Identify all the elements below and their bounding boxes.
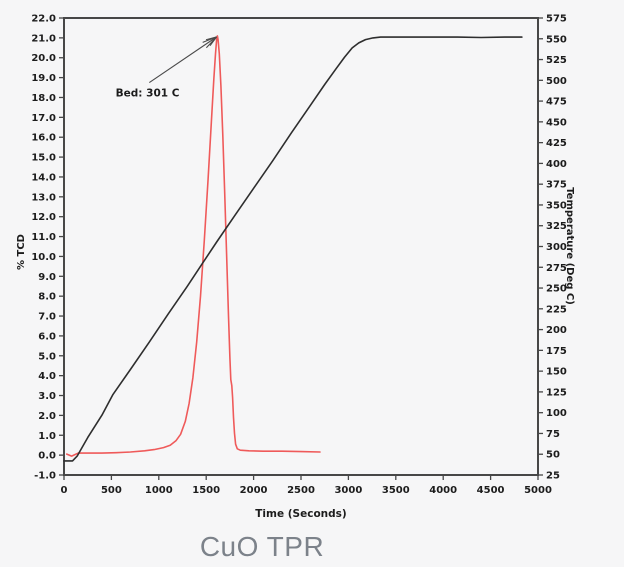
left-tick-label: 11.0 — [31, 232, 56, 243]
x-tick-label: 500 — [101, 485, 122, 496]
right-tick-label: 400 — [546, 159, 567, 170]
x-axis-title: Time (Seconds) — [255, 508, 346, 520]
right-tick-label: 225 — [546, 304, 567, 315]
right-tick-label: 200 — [546, 325, 567, 336]
left-tick-label: 13.0 — [31, 192, 56, 203]
right-tick-label: 125 — [546, 387, 567, 398]
left-tick-label: 12.0 — [31, 212, 56, 223]
left-tick-label: 14.0 — [31, 172, 56, 183]
right-tick-label: 250 — [546, 284, 567, 295]
left-tick-label: 2.0 — [38, 411, 56, 422]
left-axis-ticks: 22.0 21.0 20.0 19.0 18.0 17.0 16.0 15.0 14.0 13.0… — [31, 14, 64, 482]
x-tick-label: 0 — [61, 485, 68, 496]
left-tick-label: 21.0 — [31, 33, 56, 44]
x-tick-label: 3000 — [334, 485, 362, 496]
right-tick-label: 50 — [546, 450, 560, 461]
x-tick-label: 4000 — [429, 485, 457, 496]
right-tick-label: 150 — [546, 367, 567, 378]
right-tick-label: 375 — [546, 180, 567, 191]
right-axis-ticks: 575 550 525 500 475 450 425 400 375 350 325 300 275 2… — [538, 14, 567, 482]
left-tick-label: 0.0 — [38, 451, 56, 462]
left-tick-label: 4.0 — [38, 371, 56, 382]
chart-title: CuO TPR — [199, 531, 325, 562]
left-tick-label: 16.0 — [31, 133, 56, 144]
annotation-arrow-line — [149, 36, 217, 84]
peak-annotation: Bed: 301 C — [116, 36, 218, 99]
right-tick-label: 25 — [546, 471, 560, 482]
series-lines — [63, 35, 523, 462]
annotation-arrow-barb — [205, 36, 218, 49]
left-tick-label: 8.0 — [38, 292, 56, 303]
right-tick-label: 75 — [546, 429, 560, 440]
right-tick-label: 350 — [546, 200, 567, 211]
left-tick-label: 19.0 — [31, 73, 56, 84]
x-tick-label: 5000 — [524, 485, 552, 496]
right-axis-title: Temperature (Deg C) — [564, 187, 575, 305]
right-tick-label: 575 — [546, 14, 567, 25]
right-tick-label: 300 — [546, 242, 567, 253]
left-tick-label: 15.0 — [31, 153, 56, 164]
annotation-label: Bed: 301 C — [116, 87, 180, 99]
right-tick-label: 525 — [546, 55, 567, 66]
left-tick-label: 9.0 — [38, 272, 56, 283]
x-tick-label: 4500 — [477, 485, 505, 496]
left-tick-label: 10.0 — [31, 252, 56, 263]
right-tick-label: 100 — [546, 408, 567, 419]
right-tick-label: 275 — [546, 263, 567, 274]
x-axis-ticks: 0 500 1000 1500 2000 2500 3000 3500 4000 4500 5000 — [61, 475, 552, 496]
tcd-curve — [66, 35, 321, 457]
left-tick-label: 17.0 — [31, 113, 56, 124]
right-tick-label: 175 — [546, 346, 567, 357]
left-tick-label: 7.0 — [38, 312, 56, 323]
left-tick-label: 6.0 — [38, 331, 56, 342]
left-tick-label: 1.0 — [38, 431, 56, 442]
left-tick-label: 5.0 — [38, 351, 56, 362]
left-tick-label: -1.0 — [34, 471, 56, 482]
right-tick-label: 500 — [546, 76, 567, 87]
right-tick-label: 450 — [546, 117, 567, 128]
left-tick-label: 18.0 — [31, 93, 56, 104]
x-tick-label: 1500 — [192, 485, 220, 496]
x-tick-label: 3500 — [382, 485, 410, 496]
right-tick-label: 475 — [546, 97, 567, 108]
left-tick-label: 20.0 — [31, 53, 56, 64]
right-tick-label: 325 — [546, 221, 567, 232]
left-axis-title: % TCD — [16, 234, 27, 270]
right-tick-label: 550 — [546, 34, 567, 45]
x-tick-label: 2000 — [240, 485, 268, 496]
x-tick-label: 1000 — [145, 485, 173, 496]
x-tick-label: 2500 — [287, 485, 315, 496]
temperature-curve — [63, 36, 523, 462]
left-tick-label: 22.0 — [31, 14, 56, 25]
annotation-arrow-barb — [202, 36, 217, 43]
right-tick-label: 425 — [546, 138, 567, 149]
left-tick-label: 3.0 — [38, 391, 56, 402]
